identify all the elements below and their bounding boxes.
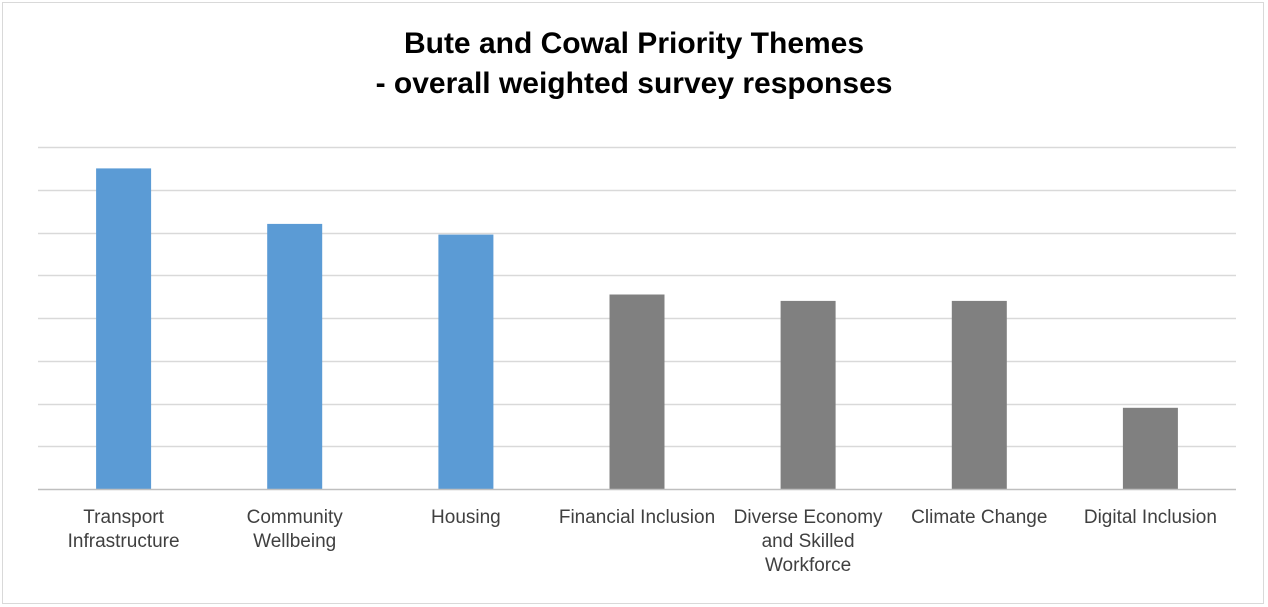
- bars: [96, 168, 1178, 489]
- category-label-4: Diverse Economy and Skilled Workforce: [733, 507, 883, 576]
- chart-title: Bute and Cowal Priority Themes - overall…: [0, 24, 1268, 104]
- category-label-6: Digital Inclusion: [1083, 507, 1217, 528]
- chart-title-line2: - overall weighted survey responses: [375, 67, 893, 100]
- category-label-0: Transport Infrastructure: [67, 507, 180, 552]
- category-label-2: Housing: [431, 507, 501, 528]
- bar-0: [96, 168, 152, 489]
- bar-1: [267, 223, 323, 489]
- category-label-3: Financial Inclusion: [558, 507, 716, 528]
- bar-6: [1122, 407, 1178, 489]
- bar-5: [951, 300, 1007, 489]
- category-label-1: Community Wellbeing: [246, 507, 343, 552]
- bar-4: [780, 300, 836, 489]
- bar-2: [438, 234, 494, 489]
- chart-title-line1: Bute and Cowal Priority Themes: [403, 27, 865, 60]
- bar-3: [609, 294, 665, 489]
- category-label-5: Climate Change: [911, 507, 1048, 528]
